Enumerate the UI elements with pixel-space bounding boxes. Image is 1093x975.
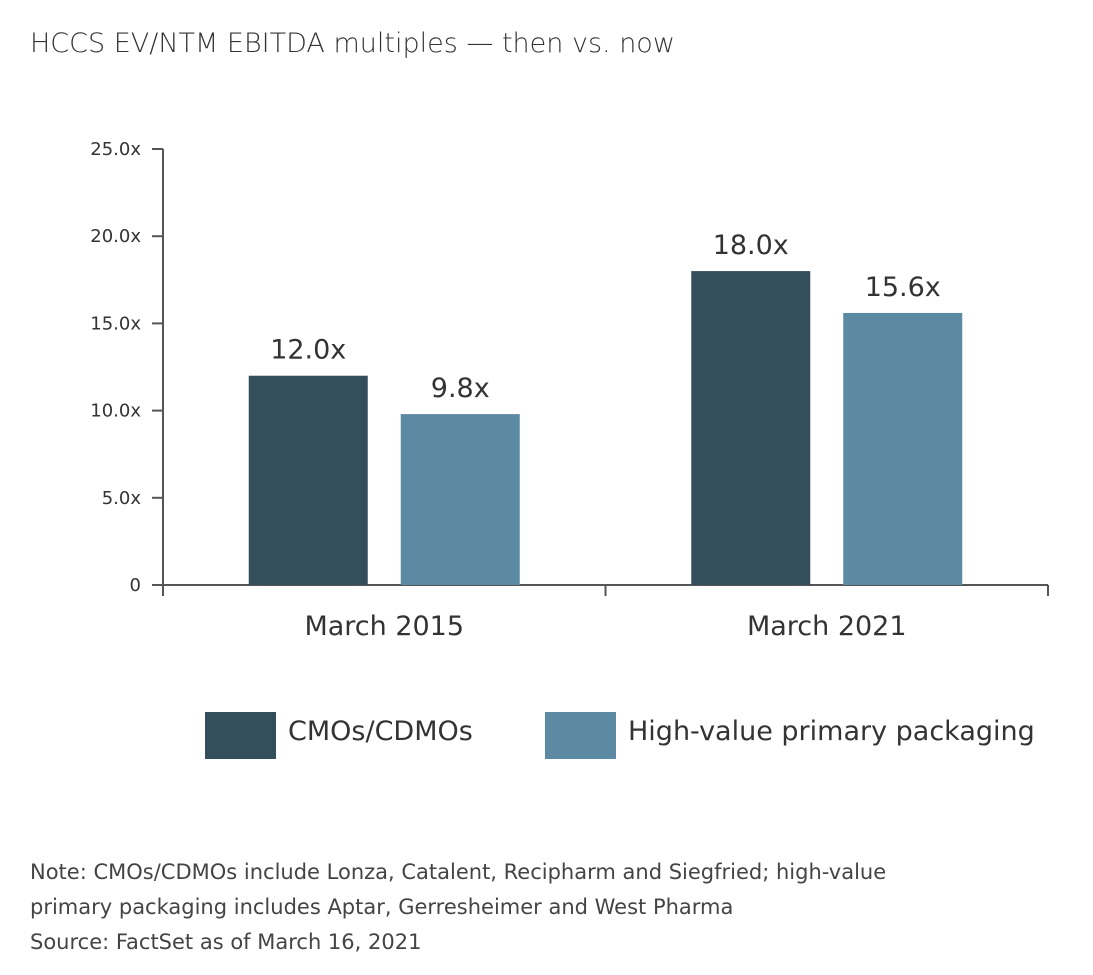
- chart-title: HCCS EV/NTM EBITDA multiples — then vs. …: [30, 28, 675, 59]
- x-category-label: March 2015: [304, 611, 464, 642]
- source-line: Source: FactSet as of March 16, 2021: [30, 930, 422, 954]
- y-tick-label: 10.0x: [90, 401, 141, 422]
- x-category-label: March 2021: [747, 611, 907, 642]
- y-tick-label: 20.0x: [90, 226, 141, 247]
- bar-cmos: [691, 271, 811, 585]
- bar-packaging: [400, 414, 520, 585]
- y-tick-label: 5.0x: [102, 488, 142, 509]
- legend-label: High-value primary packaging: [628, 716, 1035, 747]
- legend-label: CMOs/CDMOs: [288, 716, 473, 747]
- chart-notes: Note: CMOs/CDMOs include Lonza, Catalent…: [30, 855, 886, 960]
- y-tick-label: 15.0x: [90, 313, 141, 334]
- legend-swatch: [205, 712, 276, 759]
- data-label: 12.0x: [270, 335, 346, 366]
- legend-swatch: [545, 712, 616, 759]
- note-line-1: Note: CMOs/CDMOs include Lonza, Catalent…: [30, 860, 887, 884]
- bar-packaging: [843, 312, 963, 585]
- y-tick-label: 25.0x: [90, 139, 141, 160]
- note-line-2: primary packaging includes Aptar, Gerres…: [30, 895, 734, 919]
- data-label: 9.8x: [431, 373, 490, 404]
- bar-cmos: [248, 375, 368, 585]
- data-label: 18.0x: [713, 230, 789, 261]
- data-label: 15.6x: [865, 272, 941, 303]
- y-tick-label: 0: [130, 575, 141, 596]
